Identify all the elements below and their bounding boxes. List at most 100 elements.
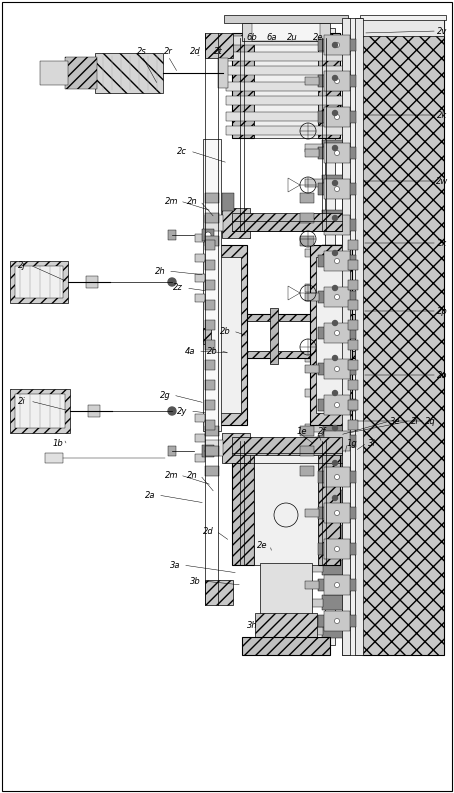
Bar <box>322 280 350 295</box>
Bar <box>305 365 319 373</box>
Bar <box>205 33 233 58</box>
Text: 2f: 2f <box>318 427 326 435</box>
Text: 1g: 1g <box>346 439 357 447</box>
Circle shape <box>332 110 337 116</box>
Circle shape <box>332 461 337 465</box>
Text: 2b: 2b <box>207 347 217 355</box>
Circle shape <box>332 75 337 81</box>
Bar <box>205 213 219 223</box>
Bar <box>205 320 215 330</box>
Bar <box>324 359 350 379</box>
Circle shape <box>335 186 340 191</box>
Bar <box>318 327 356 339</box>
Bar <box>300 213 314 223</box>
Bar <box>324 395 350 415</box>
Bar <box>324 179 350 199</box>
Circle shape <box>332 145 337 151</box>
Bar <box>355 18 363 655</box>
Bar <box>318 440 340 565</box>
Bar <box>324 575 350 595</box>
Bar <box>324 71 350 91</box>
Bar <box>226 82 346 91</box>
Bar <box>205 420 215 430</box>
Bar <box>15 266 63 298</box>
Bar <box>205 400 215 410</box>
Text: 2b: 2b <box>220 327 230 335</box>
Bar <box>218 58 228 88</box>
Bar <box>348 360 358 370</box>
Bar <box>222 433 250 463</box>
Bar <box>305 389 323 397</box>
Bar <box>318 543 356 555</box>
Bar <box>324 215 350 235</box>
Bar <box>205 215 223 231</box>
Bar <box>322 420 350 435</box>
Bar <box>310 245 352 425</box>
Bar <box>322 490 350 505</box>
Bar <box>305 284 323 292</box>
Bar <box>318 219 356 231</box>
Bar <box>318 291 356 303</box>
Bar <box>348 420 358 430</box>
Text: 2n: 2n <box>187 197 197 205</box>
Text: 2k: 2k <box>437 110 447 120</box>
Text: 2m: 2m <box>165 197 179 205</box>
Bar <box>168 446 176 456</box>
Bar <box>318 147 356 159</box>
Bar <box>195 414 205 422</box>
Bar <box>348 340 358 350</box>
Bar <box>325 28 335 645</box>
Text: 2j: 2j <box>18 260 26 270</box>
Bar <box>205 440 223 456</box>
Bar <box>205 236 219 246</box>
Circle shape <box>205 448 211 454</box>
Bar <box>322 595 350 610</box>
Bar <box>322 37 350 52</box>
Circle shape <box>205 232 211 238</box>
Bar <box>222 193 234 211</box>
Bar <box>318 615 356 627</box>
Bar <box>65 57 97 89</box>
Bar <box>88 405 100 417</box>
Bar <box>318 255 356 267</box>
Bar <box>318 111 356 123</box>
Circle shape <box>168 278 176 286</box>
Bar <box>232 440 254 565</box>
Bar <box>324 539 350 559</box>
Bar <box>305 509 319 517</box>
Bar <box>318 399 356 411</box>
Bar <box>195 454 205 462</box>
Bar <box>305 221 319 229</box>
Bar <box>348 328 356 344</box>
Text: 2y: 2y <box>177 407 187 416</box>
Bar <box>318 579 356 591</box>
Bar <box>324 143 350 163</box>
Bar <box>205 300 215 310</box>
Bar <box>305 144 323 152</box>
Circle shape <box>332 320 337 325</box>
Bar <box>224 15 348 23</box>
Bar <box>226 126 346 135</box>
Bar <box>316 257 346 413</box>
Bar <box>322 175 350 190</box>
Bar <box>324 467 350 487</box>
Bar <box>205 193 219 203</box>
Bar <box>205 240 215 250</box>
Text: 2a: 2a <box>145 491 155 500</box>
Text: 2h: 2h <box>155 266 165 275</box>
Bar <box>205 245 247 425</box>
Bar <box>211 257 241 413</box>
Bar <box>10 389 70 433</box>
Circle shape <box>335 259 340 263</box>
Bar <box>203 139 221 431</box>
Bar <box>255 613 317 638</box>
Bar <box>305 293 319 301</box>
Bar <box>322 245 350 260</box>
Bar <box>205 580 233 605</box>
Text: 2t: 2t <box>214 47 222 56</box>
Text: 2d: 2d <box>202 527 213 535</box>
Bar <box>205 351 355 358</box>
Text: 2i: 2i <box>18 396 26 405</box>
Circle shape <box>335 79 340 83</box>
Bar <box>305 74 323 82</box>
